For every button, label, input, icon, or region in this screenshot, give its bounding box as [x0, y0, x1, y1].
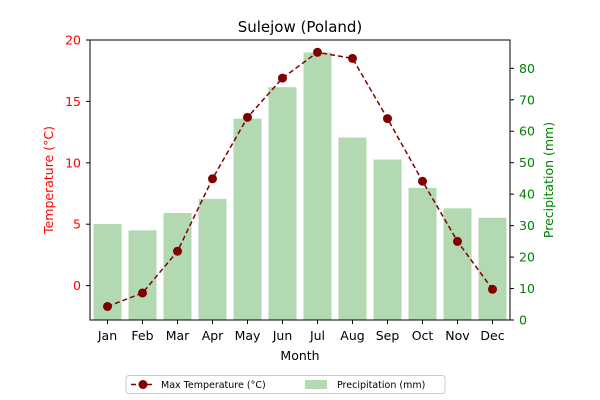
y-right-tick-label: 10 — [519, 281, 535, 296]
temperature-point — [453, 236, 462, 246]
x-axis: Jan Feb Mar Apr May Jun Jul Aug Sep Oct Nov Dec — [97, 320, 505, 343]
precipitation-bar — [408, 187, 437, 320]
precipitation-bar — [128, 230, 157, 320]
precipitation-bar — [268, 87, 297, 320]
y-axis-left-label: Temperature (°C) — [41, 126, 56, 235]
precipitation-bar — [373, 159, 402, 320]
temperature-point — [138, 288, 147, 298]
legend-label-precipitation: Precipitation (mm) — [337, 380, 425, 391]
y-left-tick-label: 20 — [65, 33, 81, 48]
x-tick-label: Feb — [131, 328, 153, 343]
x-tick-label: Oct — [412, 328, 434, 343]
temperature-point — [348, 53, 357, 63]
y-left-tick-label: 5 — [73, 217, 81, 232]
temperature-point — [208, 174, 217, 184]
precipitation-bar — [163, 213, 192, 320]
temperature-point — [243, 112, 252, 122]
y-right-tick-label: 80 — [519, 61, 535, 76]
precipitation-bar — [338, 137, 367, 320]
precipitation-bar — [233, 118, 262, 320]
x-tick-label: Sep — [376, 328, 400, 343]
x-tick-label: Jun — [272, 328, 293, 343]
temperature-point — [383, 114, 392, 124]
y-right-tick-label: 50 — [519, 155, 535, 170]
bars-layer — [93, 52, 507, 321]
legend-marker-swatch — [138, 380, 148, 389]
x-tick-label: Jan — [97, 328, 117, 343]
precipitation-bar — [303, 52, 332, 321]
temperature-point — [313, 47, 322, 57]
y-axis-right: 0 10 20 30 40 50 60 70 80 — [510, 61, 535, 328]
x-axis-label: Month — [280, 348, 319, 363]
precipitation-bar — [198, 198, 227, 320]
precipitation-bar — [443, 208, 472, 320]
y-right-tick-label: 70 — [519, 92, 535, 107]
temperature-point — [173, 246, 182, 256]
temperature-point — [488, 284, 497, 294]
y-right-tick-label: 60 — [519, 124, 535, 139]
line-layer — [103, 47, 497, 311]
temperature-point — [103, 301, 112, 311]
y-axis-right-label: Precipitation (mm) — [541, 122, 556, 238]
legend: Max Temperature (°C) Precipitation (mm) — [125, 375, 446, 394]
temperature-line — [107, 51, 494, 308]
temperature-point — [278, 73, 287, 83]
legend-box — [125, 375, 446, 394]
x-tick-label: Aug — [340, 328, 364, 343]
x-tick-label: Dec — [480, 328, 504, 343]
x-tick-label: Apr — [202, 328, 224, 343]
x-tick-label: Jul — [309, 328, 325, 343]
legend-label-temperature: Max Temperature (°C) — [161, 380, 266, 391]
plot-frame — [89, 39, 511, 321]
x-tick-label: Mar — [166, 328, 190, 343]
precipitation-bar — [478, 217, 507, 320]
y-left-tick-label: 0 — [73, 278, 81, 293]
y-left-tick-label: 15 — [65, 94, 81, 109]
x-tick-label: May — [235, 328, 261, 343]
y-right-tick-label: 40 — [519, 187, 535, 202]
y-right-tick-label: 30 — [519, 218, 535, 233]
legend-bar-swatch — [305, 380, 327, 389]
y-axis-left: 0 5 10 15 20 — [65, 33, 90, 293]
temperature-point — [418, 176, 427, 186]
y-right-tick-label: 20 — [519, 250, 535, 265]
x-tick-label: Nov — [445, 328, 470, 343]
chart-title: Sulejow (Poland) — [238, 18, 363, 36]
y-right-tick-label: 0 — [519, 313, 527, 328]
y-left-tick-label: 10 — [65, 155, 81, 170]
